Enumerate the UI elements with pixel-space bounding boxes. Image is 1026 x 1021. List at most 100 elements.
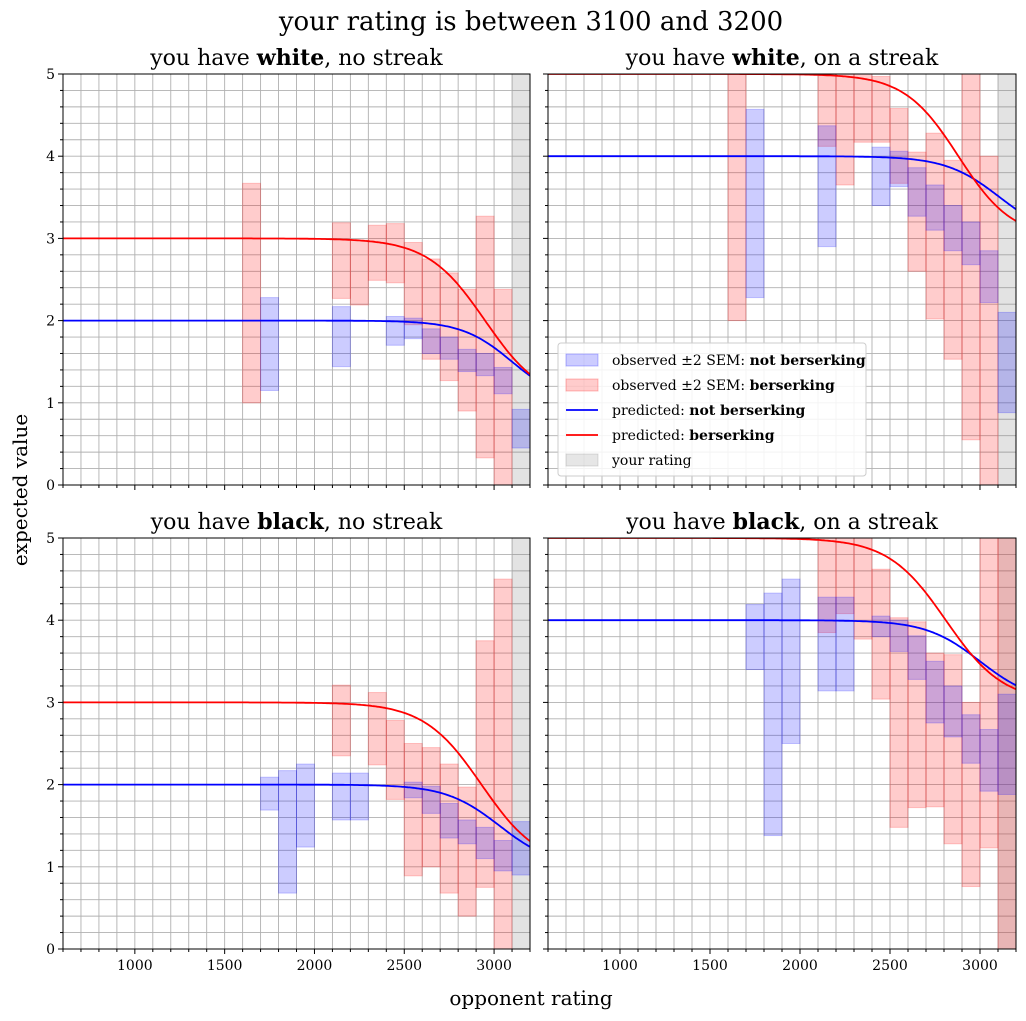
observed-bar-berserking	[242, 182, 262, 404]
legend-label-prefix: predicted:	[612, 428, 689, 444]
observed-bar-berserking	[817, 74, 837, 147]
panel-2: you have white, on a streak	[543, 45, 1017, 490]
legend-swatch	[565, 453, 599, 467]
grid	[548, 538, 1016, 949]
y-tick-label: 3	[46, 695, 55, 711]
panel-title-bold: white	[256, 45, 324, 71]
legend-label-prefix: your rating	[611, 453, 692, 469]
legend-label: observed ±2 SEM: not berserking	[612, 353, 866, 369]
predicted-line-not-berserking	[548, 619, 1016, 687]
observed-bar-not-berserking	[349, 772, 369, 821]
y-tick-label: 3	[46, 231, 55, 247]
observed-bar-berserking	[997, 538, 1016, 949]
legend: observed ±2 SEM: not berserking observed …	[557, 342, 867, 477]
observed-bar-berserking	[853, 74, 873, 143]
observed-bar-berserking	[871, 568, 891, 700]
panel-title-post: , on a streak	[799, 510, 938, 535]
observed-bar-not-berserking	[943, 205, 963, 252]
observed-bar-berserking	[421, 258, 441, 360]
y-tick-label: 5	[46, 67, 55, 83]
legend-item: your rating	[565, 453, 692, 469]
observed-bar-not-berserking	[511, 821, 530, 876]
observed-bar-berserking	[907, 621, 927, 809]
observed-bar-berserking	[817, 538, 837, 634]
observed-bar-berserking	[367, 224, 387, 281]
observed-bar-not-berserking	[871, 146, 891, 207]
observed-bar-berserking	[889, 617, 909, 828]
observed-bar-not-berserking	[979, 250, 999, 304]
panel-title-pre: you have	[150, 510, 258, 535]
observed-bar-berserking	[961, 74, 981, 441]
legend-label-bold: berserking	[750, 378, 835, 394]
observed-bar-not-berserking	[403, 781, 423, 799]
observed-bar-not-berserking	[511, 408, 530, 449]
x-tick-label: 1000	[117, 958, 153, 974]
x-tick-label: 3000	[962, 958, 998, 974]
legend-swatch	[565, 353, 599, 367]
panel-title: you have white, no streak	[149, 45, 443, 71]
observed-bar-not-berserking	[889, 150, 909, 188]
legend-label: observed ±2 SEM: berserking	[612, 378, 835, 394]
observed-bar-berserking	[403, 242, 423, 326]
observed-bar-not-berserking	[961, 221, 981, 266]
predicted-line-not-berserking	[63, 783, 530, 848]
panel-title-bold: black	[257, 509, 324, 535]
observed-bar-not-berserking	[817, 596, 837, 692]
y-tick-label: 5	[46, 531, 55, 547]
panel-title: you have white, on a streak	[625, 45, 939, 71]
predicted-line-berserking	[63, 237, 530, 375]
legend-item: predicted: berserking	[566, 428, 775, 444]
legend-label: predicted: berserking	[612, 428, 775, 444]
observed-bar-not-berserking	[457, 348, 477, 373]
panel-title: you have black, no streak	[150, 509, 443, 535]
observed-bar-berserking	[925, 652, 945, 808]
observed-bar-not-berserking	[817, 125, 837, 248]
observed-bar-berserking	[943, 159, 963, 360]
your-rating-band	[998, 538, 1016, 949]
observed-bars	[727, 74, 1016, 485]
panel-title-post: , no streak	[324, 510, 443, 535]
legend-item: predicted: not berserking	[566, 403, 806, 419]
legend-label: your rating	[611, 453, 692, 469]
observed-bar-berserking	[961, 701, 981, 888]
observed-bar-berserking	[835, 538, 855, 615]
legend-item: observed ±2 SEM: berserking	[565, 378, 835, 394]
observed-bar-not-berserking	[296, 763, 315, 848]
observed-bar-not-berserking	[871, 615, 891, 638]
x-tick-label: 1500	[692, 958, 728, 974]
panel-title-post: , no streak	[324, 46, 443, 71]
predicted-line-berserking	[548, 538, 1016, 691]
observed-bar-berserking	[943, 654, 963, 845]
x-tick-label: 2500	[386, 958, 422, 974]
grid	[63, 74, 530, 485]
observed-bar-not-berserking	[763, 592, 783, 837]
observed-bar-not-berserking	[889, 619, 909, 652]
panel-title-bold: black	[733, 509, 800, 535]
observed-bar-berserking	[979, 538, 999, 849]
observed-bar-not-berserking	[278, 770, 297, 894]
predicted-line-not-berserking	[63, 319, 530, 377]
your-rating-band	[998, 74, 1016, 485]
observed-bar-berserking	[835, 74, 855, 186]
grid	[63, 538, 530, 949]
x-tick-label: 1500	[207, 958, 243, 974]
predicted-line-berserking	[63, 701, 530, 842]
y-tick-label: 4	[46, 613, 55, 629]
observed-bar-berserking	[907, 151, 927, 272]
y-tick-label: 0	[46, 478, 55, 494]
panel-4: you have black, on a streak 1000 1500 2000 2…	[543, 509, 1017, 974]
x-tick-label: 1000	[602, 958, 638, 974]
observed-bar-not-berserking	[493, 839, 513, 872]
observed-bar-berserking	[403, 743, 423, 877]
y-tick-label: 1	[46, 860, 55, 876]
observed-bar-not-berserking	[925, 660, 945, 724]
legend-label: predicted: not berserking	[612, 403, 806, 419]
x-tick-label: 2000	[782, 958, 818, 974]
observed-bar-not-berserking	[997, 311, 1016, 414]
observed-bar-not-berserking	[745, 604, 765, 671]
panel-title-pre: you have	[149, 46, 257, 71]
panel-1: you have white, no streak 0 1 2 3 4 5	[46, 45, 531, 494]
